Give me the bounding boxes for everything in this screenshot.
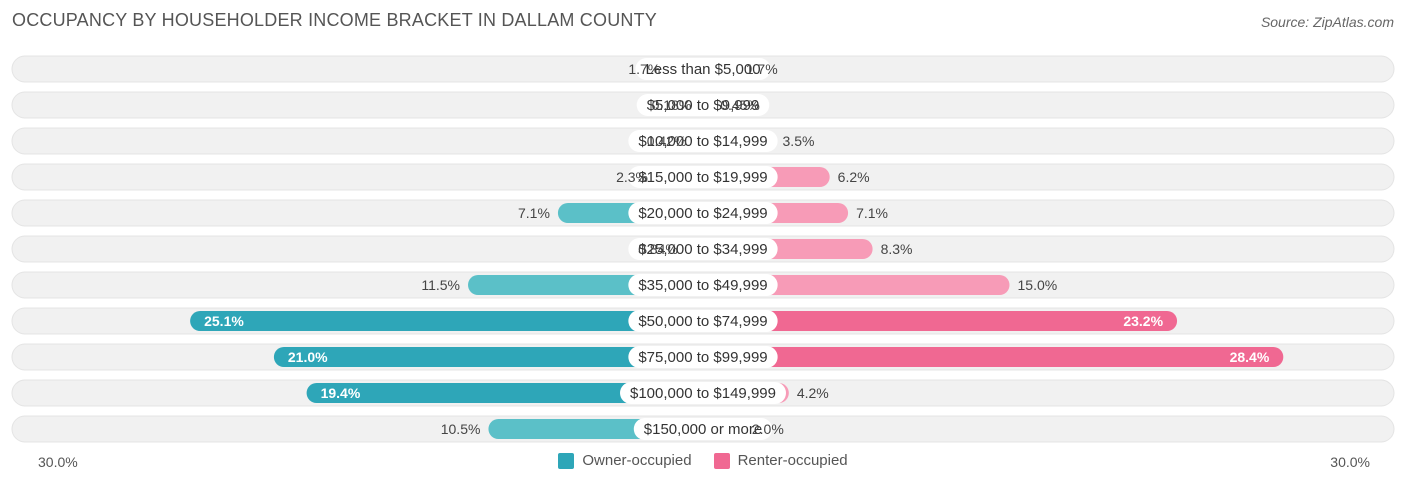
renter-value-label: 1.7% bbox=[746, 61, 778, 77]
category-pill bbox=[628, 202, 778, 224]
category-label: $100,000 to $149,999 bbox=[630, 385, 776, 402]
category-label: $5,000 to $9,999 bbox=[647, 97, 760, 114]
category-pill bbox=[628, 274, 778, 296]
category-label: $150,000 or more bbox=[644, 421, 762, 438]
renter-bar bbox=[703, 347, 1284, 367]
renter-bar bbox=[703, 311, 1178, 331]
category-label: $25,000 to $34,999 bbox=[638, 241, 767, 258]
owner-value-label: 7.1% bbox=[518, 205, 550, 221]
renter-bar bbox=[703, 275, 1010, 295]
category-label: $15,000 to $19,999 bbox=[638, 169, 767, 186]
category-label: $10,000 to $14,999 bbox=[638, 133, 767, 150]
category-label: $20,000 to $24,999 bbox=[638, 205, 767, 222]
renter-value-label: 15.0% bbox=[1018, 277, 1058, 293]
owner-value-label: 10.5% bbox=[441, 421, 481, 437]
legend-label-owner: Owner-occupied bbox=[582, 452, 692, 469]
legend-item-renter: Renter-occupied bbox=[713, 452, 848, 469]
owner-value-label: 19.4% bbox=[321, 385, 361, 401]
renter-value-label: 3.5% bbox=[783, 133, 815, 149]
category-pill bbox=[633, 418, 773, 440]
category-pill bbox=[620, 382, 786, 404]
legend-item-owner: Owner-occupied bbox=[558, 452, 692, 469]
owner-value-label: 0.18% bbox=[652, 97, 692, 113]
category-pill bbox=[636, 94, 770, 116]
owner-bar bbox=[190, 311, 703, 331]
owner-bar bbox=[273, 347, 703, 367]
renter-value-label: 8.3% bbox=[881, 241, 913, 257]
owner-value-label: 11.5% bbox=[421, 277, 460, 293]
category-pill bbox=[628, 130, 778, 152]
category-pill bbox=[628, 166, 778, 188]
renter-value-label: 0.45% bbox=[720, 97, 760, 113]
axis-max-label: 30.0% bbox=[1330, 454, 1370, 470]
category-label: $35,000 to $49,999 bbox=[638, 277, 767, 294]
category-label: Less than $5,000 bbox=[645, 61, 760, 78]
owner-value-label: 2.3% bbox=[616, 169, 648, 185]
renter-value-label: 28.4% bbox=[1230, 349, 1270, 365]
chart-title: OCCUPANCY BY HOUSEHOLDER INCOME BRACKET … bbox=[12, 10, 657, 30]
category-pill bbox=[628, 238, 778, 260]
legend-swatch-renter bbox=[713, 452, 730, 469]
owner-value-label: 0.42% bbox=[647, 133, 687, 149]
axis-min-label: 30.0% bbox=[38, 454, 78, 470]
category-label: $75,000 to $99,999 bbox=[638, 349, 767, 366]
renter-value-label: 2.0% bbox=[752, 421, 784, 437]
renter-value-label: 4.2% bbox=[797, 385, 829, 401]
owner-value-label: 0.84% bbox=[638, 241, 678, 257]
legend-label-renter: Renter-occupied bbox=[737, 452, 848, 469]
renter-value-label: 23.2% bbox=[1123, 313, 1163, 329]
renter-value-label: 6.2% bbox=[838, 169, 870, 185]
owner-bar bbox=[306, 383, 703, 403]
legend-swatch-owner bbox=[558, 452, 575, 469]
owner-value-label: 21.0% bbox=[288, 349, 328, 365]
category-pill bbox=[628, 346, 778, 368]
category-pill bbox=[635, 58, 771, 80]
category-pill bbox=[628, 310, 778, 332]
owner-value-label: 1.7% bbox=[628, 61, 660, 77]
source-credit: Source: ZipAtlas.com bbox=[1260, 14, 1394, 30]
category-label: $50,000 to $74,999 bbox=[638, 313, 767, 330]
renter-value-label: 7.1% bbox=[856, 205, 888, 221]
owner-value-label: 25.1% bbox=[204, 313, 244, 329]
legend: Owner-occupied Renter-occupied bbox=[0, 452, 1406, 469]
